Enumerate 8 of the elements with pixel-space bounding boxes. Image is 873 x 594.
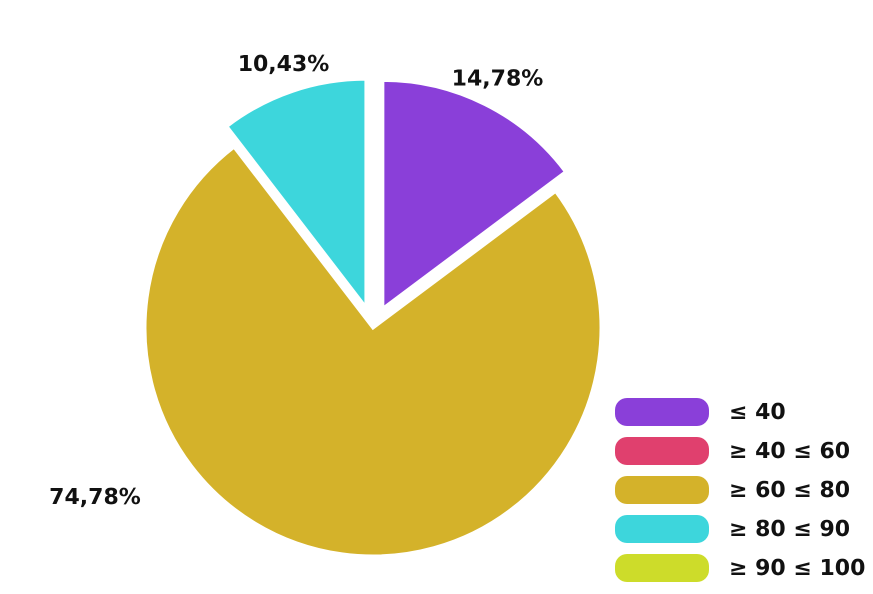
legend-label: ≥ 80 ≤ 90 <box>729 517 850 542</box>
data-label: 10,43% <box>238 52 330 77</box>
data-label: 74,78% <box>49 485 141 510</box>
legend-label: ≥ 60 ≤ 80 <box>729 478 850 504</box>
data-label: 14,78% <box>452 66 544 92</box>
legend-label: ≥ 40 ≤ 60 <box>729 439 850 464</box>
legend-label: ≥ 90 ≤ 100 <box>729 556 866 582</box>
legend-label: ≤ 40 <box>729 400 786 426</box>
